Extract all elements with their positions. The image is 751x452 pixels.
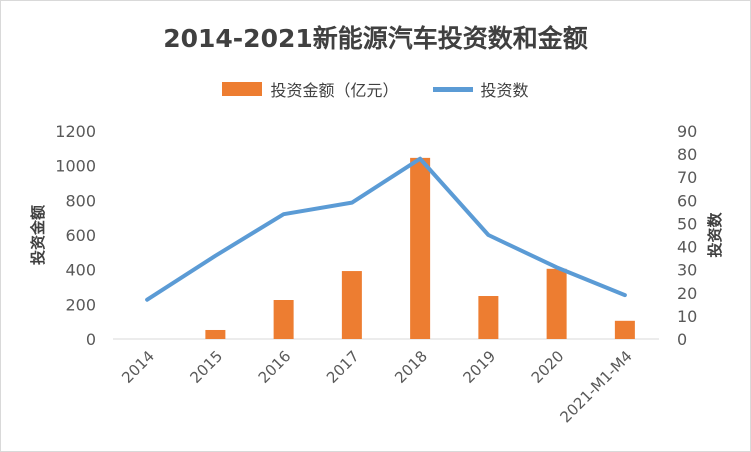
y-left-axis-title: 投资金额 bbox=[29, 205, 47, 265]
y-right-tick-label: 30 bbox=[677, 261, 697, 280]
x-tick-label: 2017 bbox=[323, 347, 363, 387]
legend-swatch-amount bbox=[222, 82, 263, 96]
legend-label-amount: 投资金额（亿元） bbox=[270, 81, 399, 100]
bar-amount bbox=[341, 271, 362, 339]
bar-amount bbox=[614, 320, 635, 339]
legend-label-count: 投资数 bbox=[480, 81, 529, 100]
y-left-tick-label: 0 bbox=[86, 330, 96, 349]
bar-amount bbox=[478, 296, 499, 339]
y-right-tick-label: 80 bbox=[677, 145, 697, 164]
y-right-tick-label: 10 bbox=[677, 307, 697, 326]
y-right-tick-label: 50 bbox=[677, 214, 697, 233]
x-tick-label: 2019 bbox=[459, 347, 499, 387]
line-count bbox=[145, 156, 627, 302]
bar-amount bbox=[410, 157, 431, 339]
y-left-tick-label: 1000 bbox=[55, 157, 96, 176]
bar-amount bbox=[205, 329, 226, 339]
chart-title: 2014-2021新能源汽车投资数和金额 bbox=[163, 24, 588, 53]
y-left-tick-label: 200 bbox=[65, 295, 96, 314]
x-tick-label: 2021-M1-M4 bbox=[557, 347, 636, 426]
y-right-axis-title: 投资数 bbox=[706, 212, 724, 258]
y-right-tick-label: 20 bbox=[677, 284, 697, 303]
x-tick-label: 2015 bbox=[186, 347, 226, 387]
y-right-tick-label: 0 bbox=[677, 330, 687, 349]
y-left-tick-label: 400 bbox=[65, 261, 96, 280]
legend-swatch-count bbox=[432, 86, 473, 92]
y-left-tick-label: 600 bbox=[65, 226, 96, 245]
bar-amount bbox=[546, 268, 567, 339]
y-left-tick-label: 800 bbox=[65, 191, 96, 210]
bar-amount bbox=[273, 300, 294, 339]
chart-legend: 投资金额（亿元） 投资数 bbox=[1, 77, 750, 101]
x-tick-label: 2020 bbox=[528, 347, 568, 387]
legend-item-count: 投资数 bbox=[432, 77, 529, 101]
y-right-tick-label: 40 bbox=[677, 238, 697, 257]
x-tick-label: 2016 bbox=[255, 347, 295, 387]
y-right-tick-label: 60 bbox=[677, 191, 697, 210]
x-tick-label: 2014 bbox=[118, 347, 158, 387]
x-tick-label: 2018 bbox=[391, 347, 431, 387]
y-right-tick-label: 70 bbox=[677, 168, 697, 187]
y-right-tick-label: 90 bbox=[677, 122, 697, 141]
y-left-tick-label: 1200 bbox=[55, 122, 96, 141]
legend-item-amount: 投资金额（亿元） bbox=[222, 77, 399, 101]
